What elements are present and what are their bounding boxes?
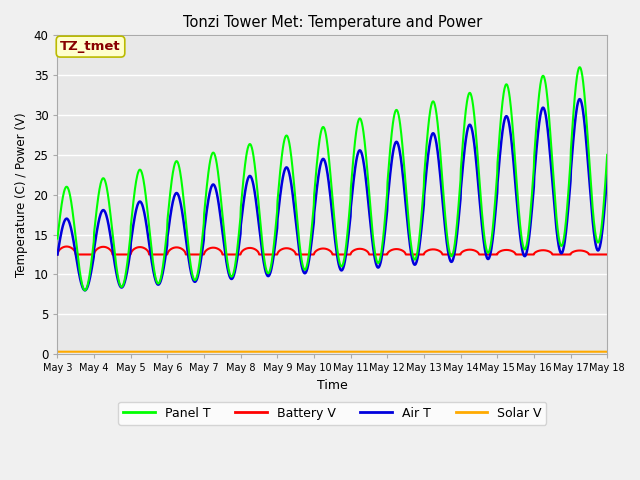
Legend: Panel T, Battery V, Air T, Solar V: Panel T, Battery V, Air T, Solar V [118, 402, 547, 425]
Y-axis label: Temperature (C) / Power (V): Temperature (C) / Power (V) [15, 112, 28, 277]
Text: TZ_tmet: TZ_tmet [60, 40, 121, 53]
X-axis label: Time: Time [317, 379, 348, 392]
Title: Tonzi Tower Met: Temperature and Power: Tonzi Tower Met: Temperature and Power [182, 15, 482, 30]
